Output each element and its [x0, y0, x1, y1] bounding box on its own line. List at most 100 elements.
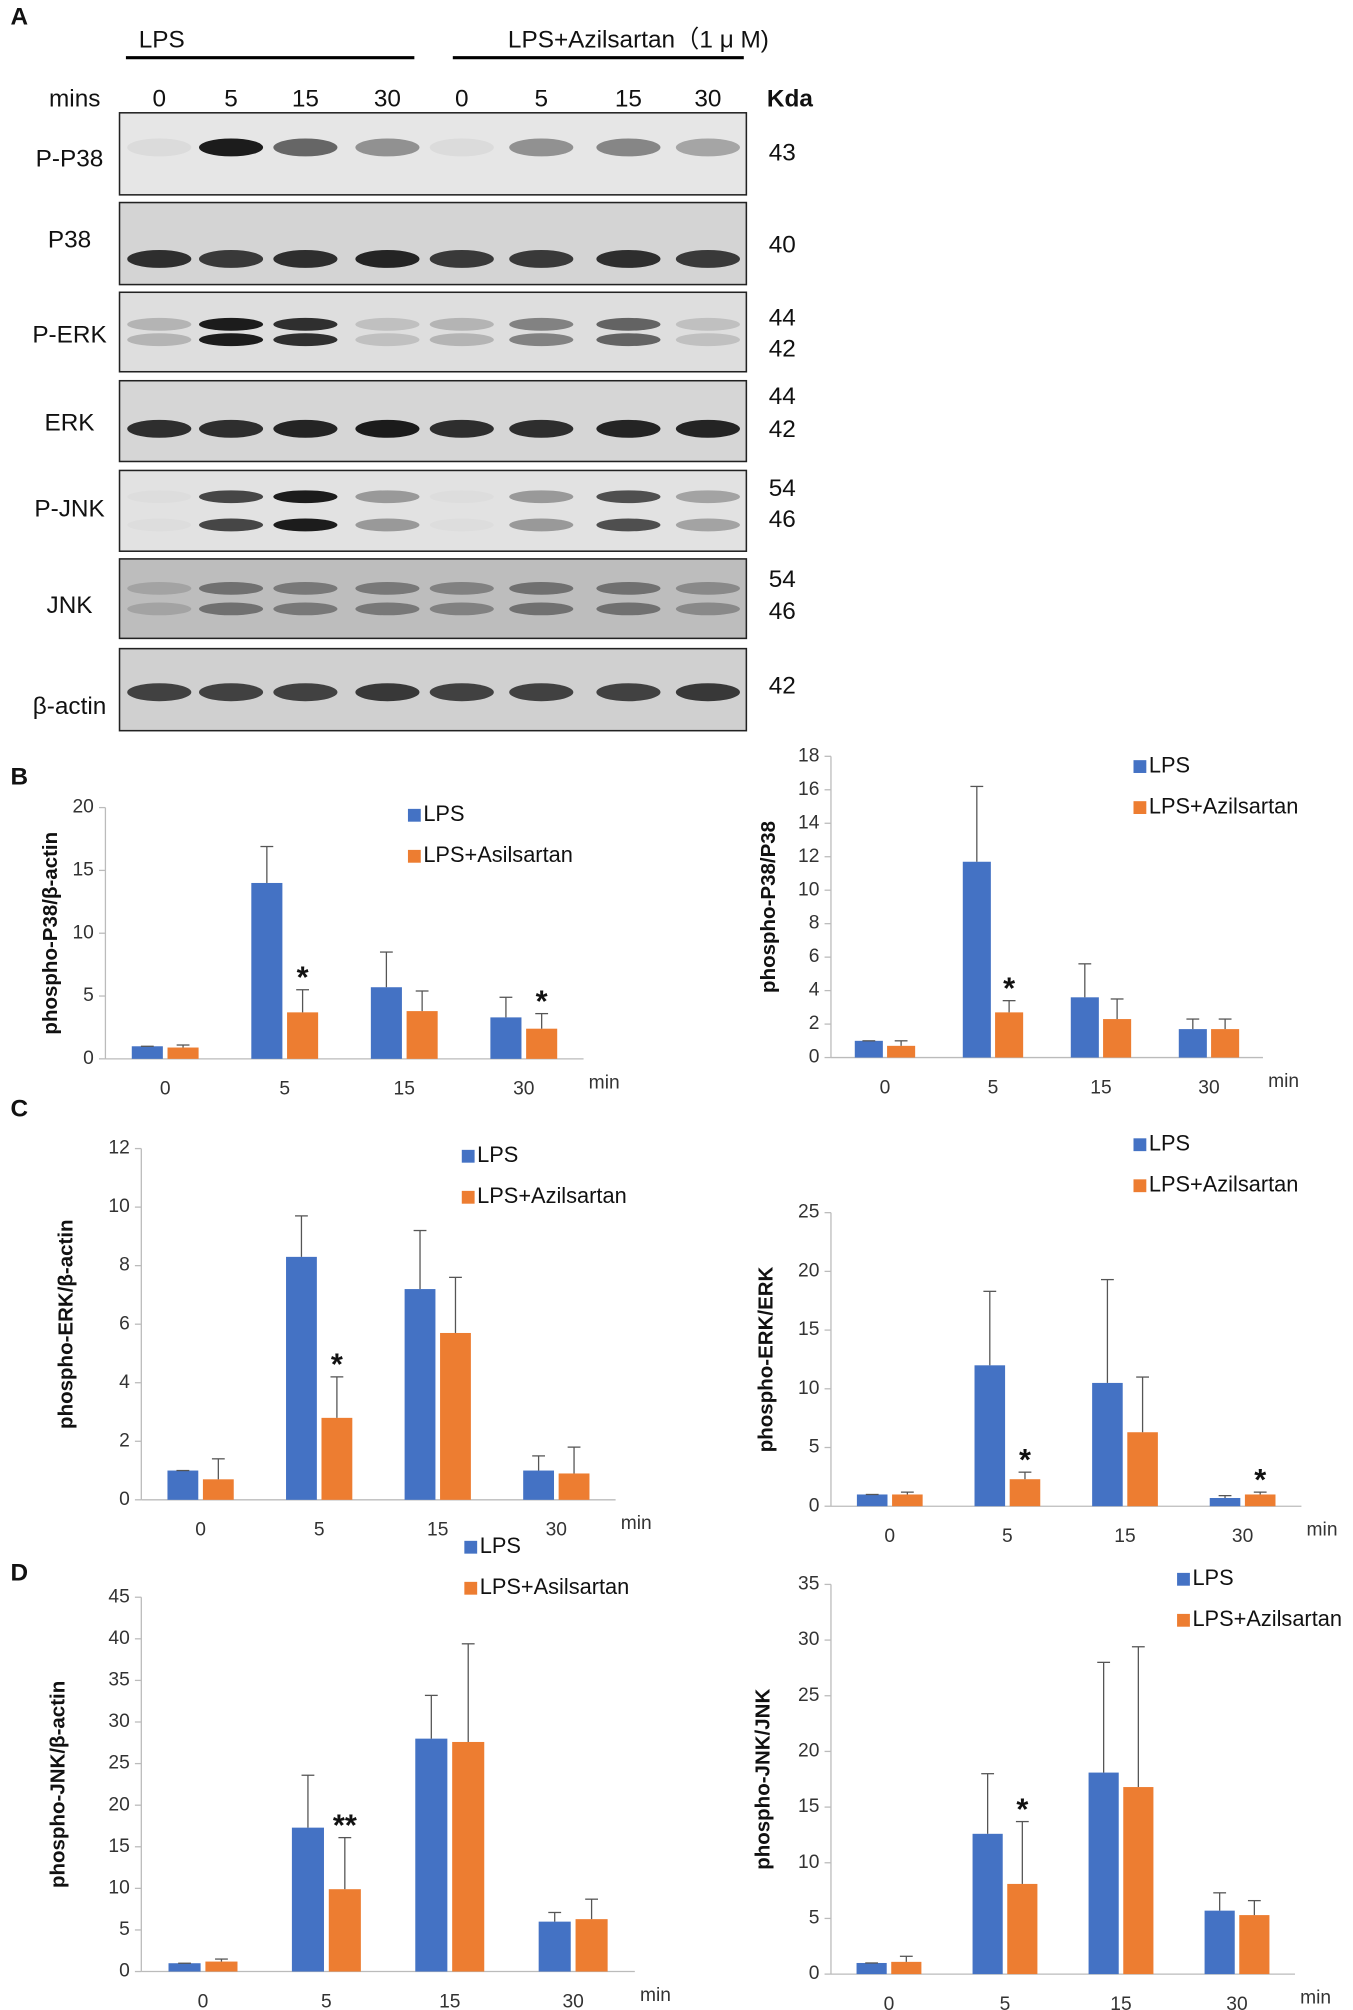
y-tick-label: 12 [108, 1138, 129, 1159]
legend-swatch [1133, 1138, 1147, 1152]
x-tick-label: 0 [884, 1994, 895, 2010]
lane-label: 0 [455, 85, 469, 112]
bar [575, 1919, 608, 1972]
x-tick-label: 0 [884, 1526, 895, 1547]
band [198, 317, 264, 331]
x-tick-label: 30 [546, 1520, 567, 1541]
x-tick-label: 0 [160, 1079, 171, 1100]
band [430, 519, 494, 532]
bar [1211, 1029, 1240, 1058]
y-tick-label: 0 [119, 1961, 130, 1982]
x-tick-label: 15 [1110, 1994, 1131, 2010]
bar [286, 1256, 317, 1500]
y-tick-label: 40 [108, 1628, 129, 1649]
bar [404, 1289, 436, 1500]
x-tick-label: 5 [1000, 1994, 1011, 2010]
kda-value: 46 [769, 598, 796, 625]
bar [1204, 1910, 1235, 1975]
band [198, 419, 264, 438]
y-tick-label: 15 [798, 1319, 819, 1340]
lane-label: 30 [374, 85, 401, 112]
bar [1070, 997, 1099, 1058]
bar [526, 1028, 558, 1059]
x-tick-label: 0 [195, 1520, 206, 1541]
legend-swatch [1133, 760, 1147, 773]
x-tick-label: 5 [314, 1520, 325, 1541]
y-axis-label: phospho-ERK/β-actin [54, 1219, 77, 1429]
band [273, 419, 338, 438]
x-tick-label: 5 [279, 1079, 290, 1100]
panel-label: D [11, 1560, 29, 1587]
y-axis-label: phospho-P38/P38 [757, 821, 780, 993]
band [509, 518, 574, 532]
y-axis-label: phospho-JNK/JNK [752, 1689, 775, 1870]
y-tick-label: 35 [108, 1669, 129, 1690]
y-tick-label: 6 [119, 1313, 130, 1334]
significance: * [1016, 1791, 1028, 1826]
band [273, 249, 338, 268]
band [273, 581, 338, 595]
significance: * [1254, 1462, 1266, 1497]
bar [251, 882, 283, 1059]
blot-panel [118, 379, 748, 463]
band [509, 317, 574, 331]
legend-swatch [461, 1190, 475, 1204]
lane-label: 5 [224, 85, 238, 112]
kda-value: 46 [769, 506, 796, 533]
band [273, 317, 338, 331]
bar [523, 1470, 555, 1500]
band [127, 249, 192, 268]
band [198, 138, 264, 157]
band [198, 490, 264, 504]
legend-label: LPS+Asilsartan [480, 1574, 630, 1599]
bar [854, 1040, 883, 1058]
y-tick-label: 10 [798, 879, 819, 900]
y-tick-label: 8 [809, 913, 820, 934]
panel-label: C [11, 1096, 29, 1123]
band [273, 138, 338, 157]
x-tick-label: 5 [988, 1077, 999, 1098]
bar [167, 1047, 199, 1059]
band [596, 490, 661, 504]
y-tick-label: 10 [108, 1877, 129, 1898]
bar [1209, 1497, 1241, 1507]
bar [406, 1011, 438, 1059]
legend-swatch [464, 1581, 478, 1595]
y-tick-label: 0 [83, 1048, 94, 1069]
y-tick-label: 0 [809, 1047, 820, 1068]
y-tick-label: 30 [798, 1629, 819, 1650]
band [127, 581, 192, 595]
band [509, 138, 574, 157]
band [596, 581, 661, 595]
bar [287, 1012, 319, 1059]
y-tick-label: 20 [798, 1741, 819, 1762]
bar [490, 1017, 522, 1059]
row-label: P-JNK [34, 496, 104, 523]
band [273, 490, 338, 504]
bar [452, 1741, 485, 1972]
band [596, 518, 661, 532]
band [429, 249, 494, 268]
band [596, 249, 661, 268]
significance: ** [333, 1807, 357, 1842]
band [429, 138, 494, 157]
legend-label: LPS [480, 1533, 521, 1558]
bar [205, 1961, 238, 1972]
x-tick-label: 30 [513, 1079, 534, 1100]
band [596, 602, 661, 616]
bar [167, 1470, 199, 1500]
row-label: JNK [47, 592, 93, 619]
kda-value: 40 [769, 232, 796, 259]
bar [415, 1738, 448, 1972]
band [127, 602, 192, 616]
band [675, 518, 740, 532]
bar [328, 1889, 361, 1972]
legend-swatch [1133, 1179, 1147, 1193]
bar [962, 861, 991, 1058]
row-label: P38 [48, 226, 91, 253]
band [596, 317, 661, 331]
x-axis-label: min [1307, 1520, 1338, 1541]
y-tick-label: 10 [72, 922, 93, 943]
band [355, 602, 420, 616]
band [675, 317, 740, 331]
